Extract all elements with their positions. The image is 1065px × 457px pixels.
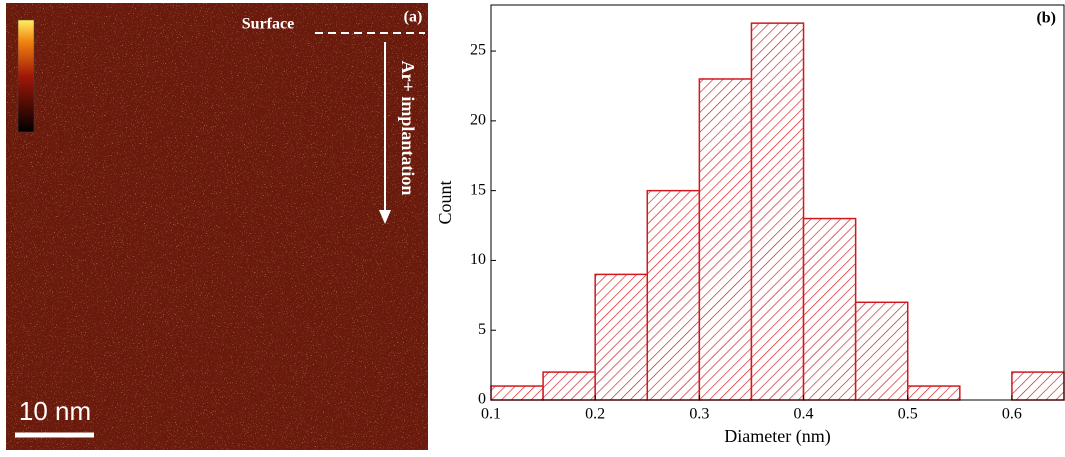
- panel-label: (a): [404, 9, 423, 26]
- bar: [906, 385, 961, 401]
- color-bar: [17, 19, 35, 133]
- bar: [646, 189, 701, 401]
- bar: [750, 22, 805, 401]
- bar: [1011, 371, 1065, 401]
- panel-a: Surface (a) Ar+ implantation 10 nm: [6, 3, 428, 450]
- surface-label: Surface: [242, 16, 294, 33]
- y-tick-label: 25: [470, 42, 486, 59]
- arrow-head: [379, 210, 391, 224]
- panel-label: (b): [1036, 10, 1056, 27]
- y-tick-label: 10: [470, 251, 486, 268]
- bar: [698, 78, 753, 401]
- x-tick-label: 0.4: [794, 406, 814, 423]
- panel-b: 0.1 0.2 0.3 0.4 0.5 0.6 0 5 10 15 20 25 Diameter (nm…: [435, 4, 1065, 447]
- y-tick-label: 0: [478, 391, 486, 408]
- x-axis-label: Diameter (nm): [724, 426, 830, 447]
- bar: [542, 371, 596, 401]
- y-tick-label: 15: [470, 181, 486, 198]
- bar: [490, 385, 544, 401]
- bar: [802, 217, 857, 401]
- y-axis-label: Count: [435, 180, 455, 224]
- scale-bar-label: 10 nm: [19, 396, 91, 426]
- x-tick-label: 0.3: [689, 406, 709, 423]
- plot-frame: [490, 4, 1065, 401]
- y-tick-label: 5: [478, 321, 486, 338]
- x-tick-label: 0.5: [898, 406, 918, 423]
- bar: [594, 273, 649, 401]
- x-tick-label: 0.1: [481, 406, 501, 423]
- bar: [854, 301, 909, 401]
- x-tick-label: 0.6: [1002, 406, 1022, 423]
- y-tick-label: 20: [470, 112, 486, 129]
- implantation-label: Ar+ implantation: [398, 61, 418, 196]
- micrograph-speckle: [6, 3, 428, 450]
- x-tick-label: 0.2: [585, 406, 605, 423]
